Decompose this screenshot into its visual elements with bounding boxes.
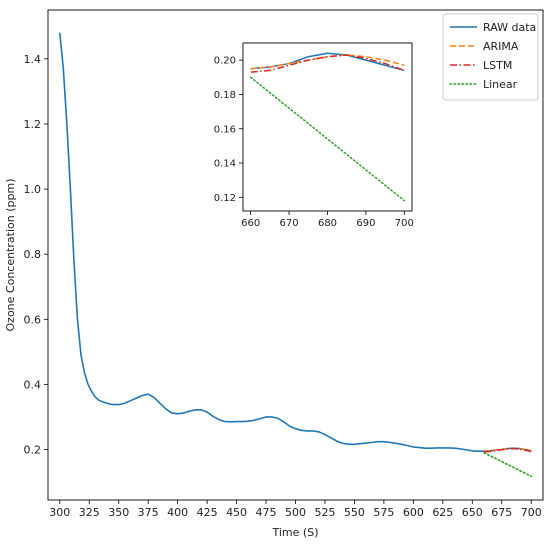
x-tick-label: 525 <box>314 506 335 519</box>
inset-y-tick-label: 0.14 <box>214 159 236 170</box>
x-tick-label: 575 <box>373 506 394 519</box>
x-tick-label: 300 <box>49 506 70 519</box>
legend-label-arima: ARIMA <box>483 40 519 53</box>
x-tick-label: 350 <box>108 506 129 519</box>
x-tick-label: 625 <box>432 506 453 519</box>
inset-x-tick-label: 680 <box>318 218 337 229</box>
x-tick-label: 500 <box>285 506 306 519</box>
legend-box <box>442 13 539 101</box>
x-tick-label: 550 <box>344 506 365 519</box>
inset-y-tick-label: 0.12 <box>214 193 236 204</box>
inset-series-arima-line <box>250 54 405 70</box>
inset-y-tick-label: 0.20 <box>214 56 236 67</box>
x-tick-label: 400 <box>167 506 188 519</box>
x-tick-label: 450 <box>226 506 247 519</box>
inset-series-linear-line <box>249 76 406 202</box>
inset-x-tick-label: 690 <box>356 218 375 229</box>
x-tick-label: 700 <box>521 506 542 519</box>
inset-y-tick-label: 0.16 <box>214 124 236 135</box>
x-tick-label: 650 <box>462 506 483 519</box>
inset-series-raw-data-line <box>250 52 405 72</box>
series-lstm-line <box>484 447 532 453</box>
y-tick-label: 0.4 <box>24 378 42 391</box>
y-tick-label: 1.4 <box>24 53 42 66</box>
legend: RAW data ARIMA LSTM Linear <box>442 13 539 101</box>
legend-label-raw-data: RAW data <box>483 21 536 34</box>
y-tick-label: 1.0 <box>24 183 42 196</box>
y-axis-label: Ozone Concentration (ppm) <box>4 179 17 332</box>
y-tick-label: 1.2 <box>24 118 42 131</box>
inset-plot-area <box>243 43 412 211</box>
y-tick-label: 0.6 <box>24 313 42 326</box>
inset-x-tick-label: 660 <box>241 218 260 229</box>
legend-label-lstm: LSTM <box>483 59 512 72</box>
inset-x-tick-label: 670 <box>280 218 299 229</box>
x-tick-label: 475 <box>256 506 277 519</box>
y-tick-label: 0.2 <box>24 443 42 456</box>
y-tick-label: 0.8 <box>24 248 42 261</box>
x-tick-label: 675 <box>491 506 512 519</box>
inset-x-tick-label: 700 <box>395 218 414 229</box>
legend-label-linear: Linear <box>483 78 518 91</box>
inset-plot: 660 670 680 690 700 0.12 0.14 0.16 0.18 0.20 <box>214 42 414 229</box>
x-tick-label: 600 <box>403 506 424 519</box>
x-tick-label: 325 <box>79 506 100 519</box>
series-raw-data-line <box>58 32 532 452</box>
x-axis-label: Time (S) <box>272 526 319 539</box>
inset-y-tick-label: 0.18 <box>214 90 236 101</box>
x-tick-label: 425 <box>197 506 218 519</box>
series-linear-line <box>483 451 533 478</box>
x-tick-label: 375 <box>138 506 159 519</box>
